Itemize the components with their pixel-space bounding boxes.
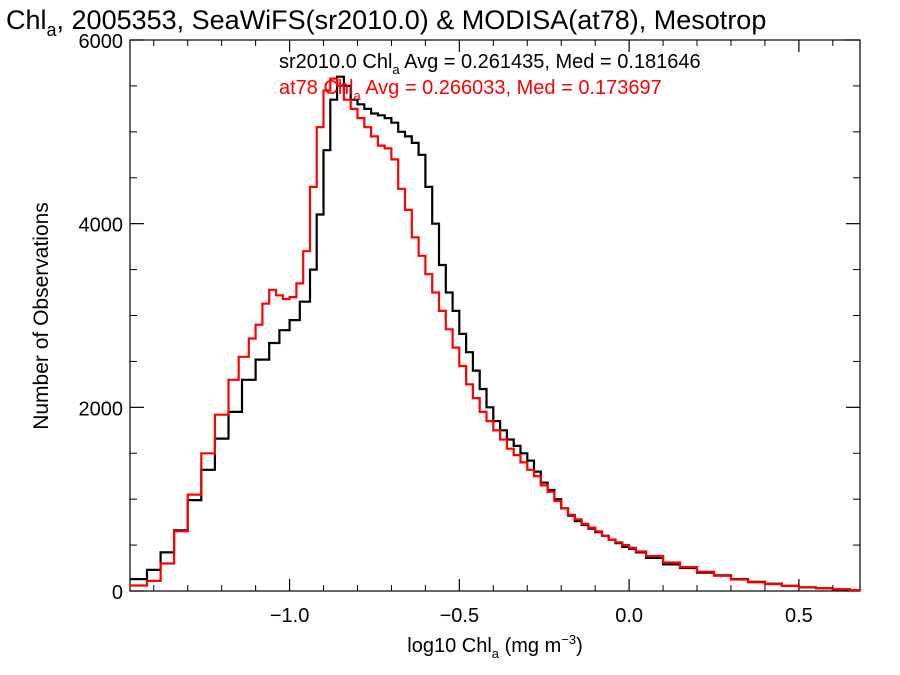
x-tick-label: −0.5 [440, 605, 479, 627]
y-tick-label: 6000 [79, 31, 124, 53]
chart-title: Chla, 2005353, SeaWiFS(sr2010.0) & MODIS… [6, 5, 766, 40]
x-tick-label: 0.5 [785, 605, 813, 627]
annotation-sr2010: sr2010.0 Chla Avg = 0.261435, Med = 0.18… [279, 51, 701, 77]
plot-frame [129, 39, 861, 592]
series-line-sr2010-0 [130, 75, 862, 592]
annotation-at78: at78 Chla Avg = 0.266033, Med = 0.173697 [279, 77, 662, 103]
y-tick-label: 0 [112, 582, 123, 604]
y-axis-ticks: 0 2000 4000 6000 [79, 31, 860, 604]
y-axis-label: Number of Observations [30, 202, 53, 430]
y-tick-label: 2000 [79, 398, 124, 420]
y-tick-label: 4000 [79, 215, 124, 237]
series-line-at78 [130, 77, 862, 592]
data-series [130, 75, 862, 592]
x-tick-label: −1.0 [270, 605, 309, 627]
x-axis-label: log10 Chla (mg m−3) [407, 632, 582, 661]
x-tick-label: 0.0 [615, 605, 643, 627]
x-axis-ticks: −1.0 −0.5 0.0 0.5 [153, 40, 834, 627]
